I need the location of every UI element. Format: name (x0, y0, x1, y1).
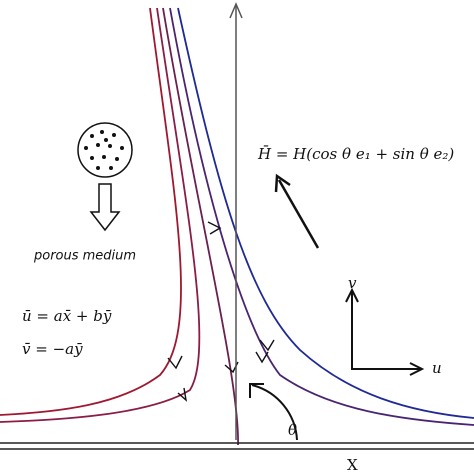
porous-particle (77, 122, 133, 178)
field-arrow (277, 179, 320, 249)
v-equation: v̄ = −aȳ (22, 340, 83, 358)
streamline (169, 7, 474, 426)
field-arrowhead (274, 173, 291, 193)
streamline (0, 7, 182, 416)
streamline (162, 7, 239, 446)
field-equation: H̄ = H(cos θ e₁ + sin θ e₂) (257, 145, 454, 163)
u-label: u (432, 359, 442, 377)
angle-label: θ (288, 421, 297, 439)
streamlines (0, 7, 474, 446)
medium-label: porous medium (33, 249, 136, 264)
angle-arc (251, 384, 298, 441)
flow-arrow (259, 339, 275, 352)
hollow-arrow (89, 183, 121, 232)
flow-arrow (255, 351, 269, 364)
flow-arrow (177, 387, 188, 402)
streamline (177, 7, 474, 419)
angle-arrowhead (249, 383, 264, 398)
flow-arrow (167, 355, 183, 370)
v-label: v (348, 274, 357, 292)
flow-arrow (207, 221, 222, 235)
flow-arrows (167, 221, 275, 402)
u-equation: ū = ax̄ + bȳ (22, 307, 112, 325)
v-arrowhead (345, 287, 359, 303)
axis-arrowhead (229, 2, 243, 19)
streamline (0, 7, 201, 423)
porous-dots (84, 130, 124, 170)
u-arrowhead (409, 362, 425, 376)
x-label: X (347, 456, 358, 474)
